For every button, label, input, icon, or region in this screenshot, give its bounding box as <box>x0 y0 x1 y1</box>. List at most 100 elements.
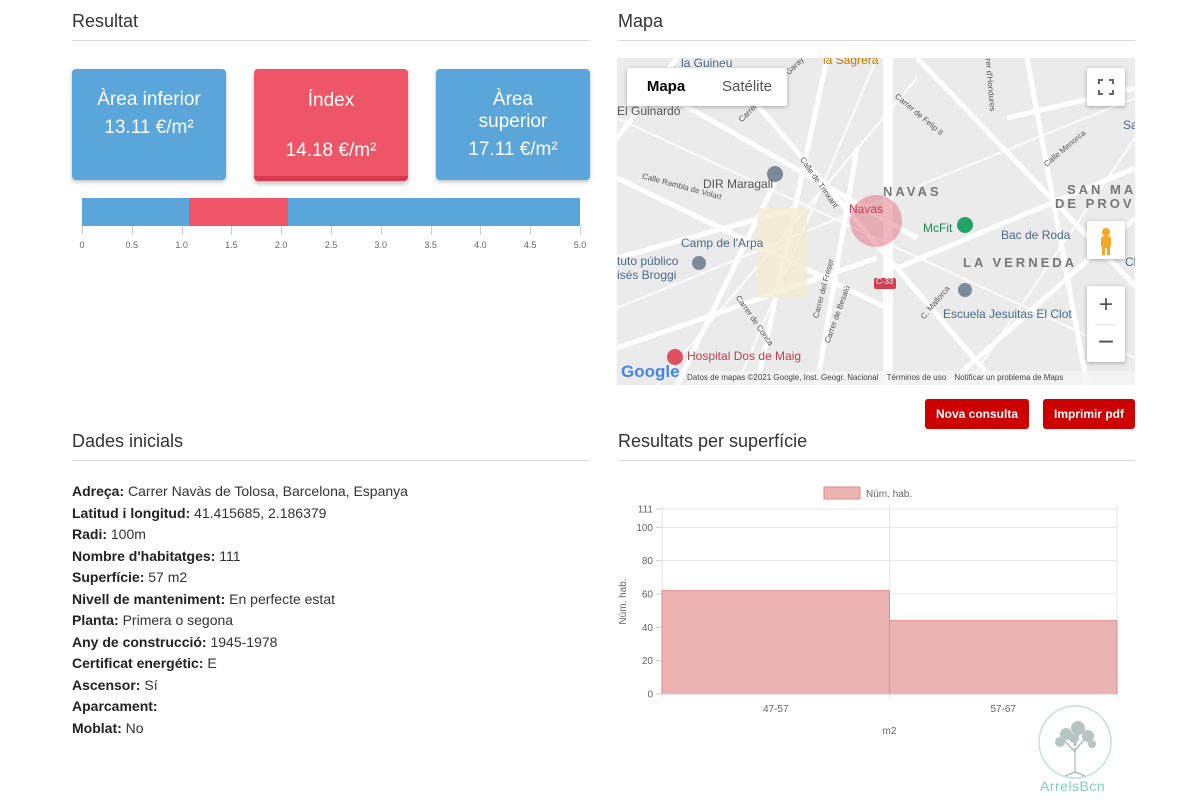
index-axis-tick <box>380 226 382 235</box>
index-card: Índex 14.18 €/m² <box>254 69 408 181</box>
street-view-button[interactable] <box>1087 221 1125 259</box>
dades-value: 1945-1978 <box>206 633 278 650</box>
index-axis-tick <box>82 226 83 235</box>
dades-key: Certificat energétic: <box>72 655 204 671</box>
x-tick-label: 47-57 <box>763 704 789 715</box>
map-place: McFit <box>923 221 953 235</box>
y-tick-label: 0 <box>647 690 653 701</box>
dades-key: Latitud i longitud: <box>72 504 191 521</box>
index-axis-tick-label: 2.0 <box>274 240 288 250</box>
dades-key: Moblat: <box>72 719 122 736</box>
legend-label: Núm. hab. <box>866 489 912 500</box>
index-axis-tick-label: 2.5 <box>324 240 338 250</box>
index-label: Índex <box>307 90 355 111</box>
mapa-title: Mapa <box>618 11 664 31</box>
dades-key: Nivell de manteniment: <box>72 590 226 607</box>
zoom-control: + − <box>1087 286 1125 362</box>
index-axis-tick <box>131 226 133 235</box>
map-type-control: Mapa Satélite <box>627 68 787 106</box>
fullscreen-icon <box>1098 79 1114 95</box>
map-place: isés Broggi <box>617 268 677 282</box>
dades-row: Adreça: Carrer Navàs de Tolosa, Barcelon… <box>72 481 408 503</box>
resultat-title: Resultat <box>72 11 139 31</box>
index-range-highlight <box>188 198 289 226</box>
index-value: 14.18 €/m² <box>285 140 377 161</box>
dades-value: Sí <box>140 676 158 693</box>
index-axis-tick <box>430 226 432 235</box>
dades-row: Any de construcció: 1945-1978 <box>72 632 408 654</box>
area-inferior-card: Àrea inferior 13.11 €/m² <box>72 69 226 180</box>
y-tick-label: 60 <box>642 590 654 601</box>
index-axis-tick <box>231 226 233 235</box>
map-place: Camp de l'Arpa <box>681 236 764 250</box>
map-place: SAN MA <box>1067 182 1135 197</box>
map-data-credit: Datos de mapas ©2021 Google, Inst. Geogr… <box>687 373 879 382</box>
map-place: El Guinardó <box>617 104 681 118</box>
index-axis-tick <box>331 226 332 235</box>
dades-value: No <box>121 719 144 736</box>
mapa-divider <box>618 40 1135 41</box>
dades-row: Superfície: 57 m2 <box>72 567 408 589</box>
map-view[interactable]: la Guineu la Sagrera El Guinardó DIR Mar… <box>617 58 1135 385</box>
map-place: NAVAS <box>883 184 942 199</box>
new-query-button[interactable]: Nova consulta <box>925 399 1029 429</box>
index-axis-tick-label: 1.5 <box>225 240 238 250</box>
map-streets <box>617 58 1135 385</box>
dades-value: 111 <box>215 547 241 564</box>
print-pdf-button[interactable]: Imprimir pdf <box>1043 399 1135 429</box>
y-tick-label: 20 <box>642 656 654 667</box>
dades-key: Ascensor: <box>72 676 141 693</box>
superficie-title: Resultats per superfície <box>618 431 808 451</box>
index-axis-tick-label: 3.0 <box>374 240 388 250</box>
dades-key: Superfície: <box>72 569 145 585</box>
area-inferior-label: Àrea inferior <box>97 89 201 110</box>
dades-value: 41.415685, 2.186379 <box>190 504 327 521</box>
dades-row: Certificat energétic: E <box>72 653 408 675</box>
dades-list: Adreça: Carrer Navàs de Tolosa, Barcelon… <box>72 481 408 739</box>
y-tick-label: 111 <box>638 505 654 516</box>
area-inferior-value: 13.11 €/m² <box>104 117 194 138</box>
dades-key: Nombre d'habitatges: <box>72 547 216 564</box>
report-link[interactable]: Notificar un problema de Maps <box>954 373 1064 382</box>
index-axis-tick <box>281 226 283 235</box>
dades-key: Aparcament: <box>72 698 158 714</box>
index-axis-tick-label: 4.0 <box>474 240 487 250</box>
area-superior-label: Àrea superior <box>478 89 548 132</box>
map-place: la Guineu <box>681 58 733 70</box>
resultat-divider <box>72 40 590 41</box>
map-place: tuto público <box>617 254 679 268</box>
dades-key: Planta: <box>72 612 119 628</box>
x-axis-title: m2 <box>883 726 897 737</box>
zoom-in-button[interactable]: + <box>1098 291 1113 318</box>
terms-link[interactable]: Términos de uso <box>886 373 947 382</box>
dades-row: Latitud i longitud: 41.415685, 2.186379 <box>72 503 408 525</box>
map-place: Hospital Dos de Maig <box>687 349 802 363</box>
map-tab[interactable]: Mapa <box>646 78 686 95</box>
map-footer: Datos de mapas ©2021 Google, Inst. Geogr… <box>687 371 1135 385</box>
zoom-out-button[interactable]: − <box>1097 326 1115 357</box>
fullscreen-button[interactable] <box>1087 68 1125 106</box>
x-tick-label: 57-67 <box>990 704 1016 715</box>
index-axis-tick <box>480 226 482 235</box>
map-place: DIR Maragall <box>703 177 774 191</box>
dades-row: Moblat: No <box>72 718 408 740</box>
y-tick-label: 40 <box>642 623 654 634</box>
satellite-tab[interactable]: Satélite <box>721 78 773 95</box>
area-superior-card: Àrea superior 17.11 €/m² <box>436 69 590 180</box>
index-axis-tick <box>530 226 532 235</box>
index-range-bar <box>82 198 580 226</box>
dades-value: 100m <box>107 526 146 542</box>
dades-key: Radi: <box>72 526 107 542</box>
bar <box>889 620 1118 695</box>
map-road-badge: C-33 <box>876 277 894 286</box>
map-place: DE PROVE <box>1055 196 1135 211</box>
map-place: Navas <box>849 202 884 216</box>
map-place: Cl <box>1125 255 1135 269</box>
dades-value: Carrer Navàs de Tolosa, Barcelona, Espan… <box>124 483 408 499</box>
map-place: Bac de Roda <box>1001 228 1071 242</box>
zoom-divider <box>1095 324 1117 325</box>
arrelsbcn-logo-icon <box>1038 705 1112 779</box>
dades-key: Adreça: <box>72 483 125 499</box>
dades-value: E <box>203 655 217 671</box>
dades-value: Primera o segona <box>118 612 234 628</box>
